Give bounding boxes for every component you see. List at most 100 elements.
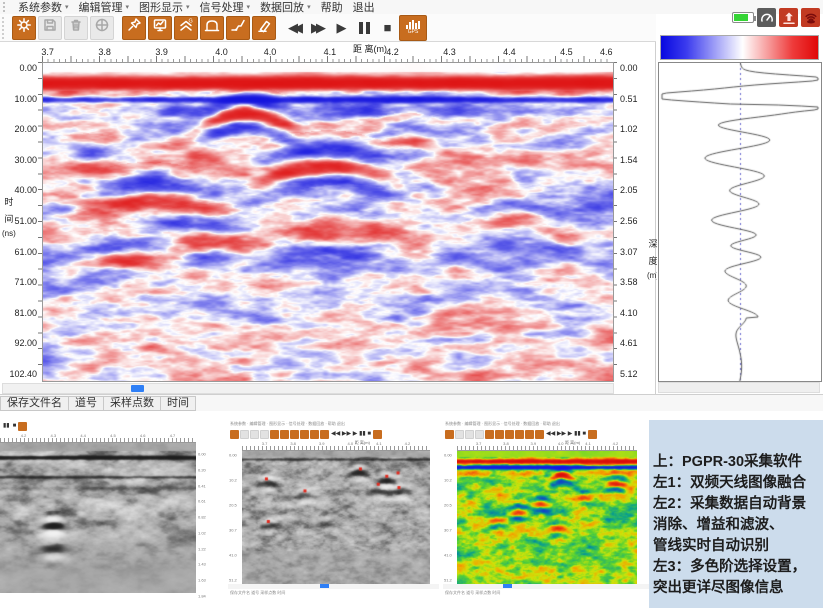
caption-box: 上：PGPR-30采集软件左1：双频天线图像融合左2：采集数据自动背景消除、增益… (649, 420, 823, 608)
trace-panel-footer (658, 382, 820, 393)
trace-view (658, 62, 822, 382)
rewind-button[interactable]: ◀◀ (284, 16, 307, 40)
circlegrid-icon (94, 17, 110, 38)
menu-item-4[interactable]: 信号处理▾ (195, 0, 256, 15)
gps-label: GPS (408, 29, 419, 35)
menu-grip (3, 2, 10, 12)
y-axis-right-tick-label: 1.02 (620, 124, 650, 134)
floppy-icon (42, 17, 58, 38)
menu-item-label: 系统参数 (18, 0, 62, 15)
menu-item-7[interactable]: 退出 (348, 0, 380, 15)
thumbnail-dual-frequency-fusion: ▮▮■ 4.24.34.44.54.64.7 0.000.200.410.610… (0, 420, 219, 608)
thumbnail3-scrollbar (443, 584, 650, 589)
pgpr-application-window: 系统参数▾编辑管理▾图形显示▾信号处理▾数据回放▾帮助退出 G◀◀▶▶▶■GPS… (0, 0, 823, 608)
menu-item-1[interactable]: 系统参数▾ (13, 0, 74, 15)
menu-item-6[interactable]: 帮助 (316, 0, 348, 15)
play-button[interactable]: ▶ (330, 16, 353, 40)
caption-line: 左1：双频天线图像融合 (653, 473, 820, 494)
save-button (38, 16, 62, 40)
delete-button (64, 16, 88, 40)
display-mode-button[interactable] (148, 16, 172, 40)
y-axis-left-tick-label: 0.00 (4, 63, 37, 73)
thumbnail2-scrollbar (228, 584, 439, 589)
menu-item-2[interactable]: 编辑管理▾ (74, 0, 135, 15)
scrollbar-thumb[interactable] (131, 385, 144, 392)
background-removal-button[interactable] (252, 16, 276, 40)
pin-icon (126, 17, 142, 38)
stop-icon: ■ (384, 20, 392, 35)
window-layout-button (90, 16, 114, 40)
slope-icon (230, 17, 246, 38)
menu-item-label: 信号处理 (200, 0, 244, 15)
speedometer-icon[interactable] (757, 8, 776, 27)
y-axis-right-tick-label: 2.05 (620, 185, 650, 195)
chevron-down-icon: ▾ (65, 3, 69, 11)
radargram-panel: 距 离(m) 3.73.83.94.04.04.14.24.34.44.54.6… (0, 42, 656, 394)
menu-bar: 系统参数▾编辑管理▾图形显示▾信号处理▾数据回放▾帮助退出 (0, 0, 823, 14)
caption-line: 左2：采集数据自动背景 (653, 494, 820, 515)
toolbar-grip (2, 17, 10, 39)
y-axis-right-tick-label: 5.12 (620, 369, 650, 379)
monitor-icon (152, 17, 168, 38)
thumbnail2-menu-text: 系统参数 · 编辑管理 · 图形显示 · 信号处理 · 数据回放 · 帮助 退出 (228, 420, 439, 428)
status-field-1: 保存文件名 (0, 396, 69, 411)
chevron-down-icon: ▾ (126, 3, 130, 11)
settings-button[interactable] (12, 16, 36, 40)
system-tray (732, 8, 820, 27)
radargram-canvas[interactable] (43, 63, 613, 381)
thumbnail3-radargram-canvas (457, 451, 637, 584)
marker-pin-button[interactable] (122, 16, 146, 40)
trash-icon (68, 17, 84, 38)
caption-line: 消除、增益和滤波、 (653, 515, 820, 536)
caption-line: 突出更详尽图像信息 (653, 578, 820, 599)
gain-button[interactable]: G (174, 16, 198, 40)
y-axis-right-tick-label: 2.56 (620, 216, 650, 226)
thumbnail1-radargram-canvas (0, 443, 196, 593)
status-field-4: 时间 (160, 396, 196, 411)
mini-stop-icon: ■ (13, 422, 17, 431)
horizontal-scrollbar[interactable] (2, 383, 614, 394)
fast-forward-button[interactable]: ▶▶ (307, 16, 330, 40)
thumbnail-multi-color: 系统参数 · 编辑管理 · 图形显示 · 信号处理 · 数据回放 · 帮助 退出… (443, 420, 650, 608)
menu-item-5[interactable]: 数据回放▾ (255, 0, 316, 15)
y-axis-left-tick-label: 81.00 (4, 308, 37, 318)
filter-button[interactable] (226, 16, 250, 40)
chevron-down-icon: ▾ (247, 3, 251, 11)
colorbar (660, 35, 819, 60)
rewind-icon: ◀◀ (288, 20, 298, 36)
gear-icon (16, 17, 32, 38)
arch-icon (204, 17, 220, 38)
stop-button[interactable]: ■ (376, 16, 399, 40)
pause-button[interactable] (353, 16, 376, 40)
thumbnail3-status-text: 保存文件名 道号 采样点数 时间 (443, 589, 650, 597)
menu-item-label: 帮助 (321, 0, 343, 15)
radar-antenna-icon[interactable] (801, 8, 820, 27)
y-axis-left-title: 时间(ns) (2, 195, 16, 238)
y-axis-left-tick-label: 102.40 (4, 369, 37, 379)
y-axis-left-tick-label: 20.00 (4, 124, 37, 134)
gps-button[interactable]: GPS (399, 15, 427, 41)
y-axis-right-tick-label: 1.54 (620, 155, 650, 165)
y-axis-right-tick-label: 4.61 (620, 338, 650, 348)
caption-line: 上：PGPR-30采集软件 (653, 452, 820, 473)
trace-canvas (659, 63, 821, 381)
gps-bars-icon (406, 20, 420, 29)
caption-line: 管线实时自动识别 (653, 536, 820, 557)
chevron-down-icon: ▾ (186, 3, 190, 11)
eraser-icon (256, 17, 272, 38)
y-axis-left-tick-label: 10.00 (4, 94, 37, 104)
trace-panel (657, 30, 823, 394)
y-axis-left-tick-label: 92.00 (4, 338, 37, 348)
y-axis-left-tick-label: 40.00 (4, 185, 37, 195)
thumbnail3-menu-text: 系统参数 · 编辑管理 · 图形显示 · 信号处理 · 数据回放 · 帮助 退出 (443, 420, 650, 428)
menu-item-3[interactable]: 图形显示▾ (134, 0, 195, 15)
svg-text:G: G (189, 19, 193, 25)
upload-icon[interactable] (779, 8, 798, 27)
y-axis-left-tick-label: 30.00 (4, 155, 37, 165)
menu-item-label: 退出 (353, 0, 375, 15)
x-axis-title: 距 离(m) (300, 42, 440, 55)
menu-item-label: 数据回放 (260, 0, 304, 15)
status-bar: 保存文件名道号采样点数时间 (0, 394, 823, 411)
play-icon: ▶ (337, 20, 347, 36)
time-window-button[interactable] (200, 16, 224, 40)
